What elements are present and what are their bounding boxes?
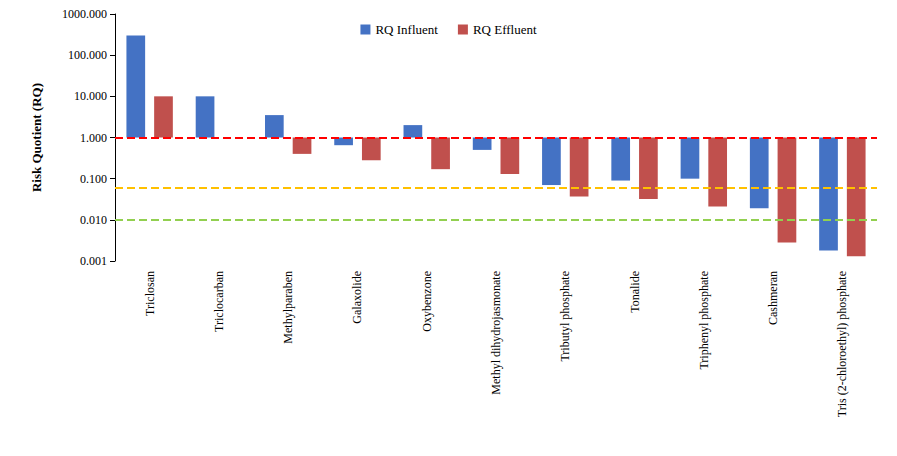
svg-text:Methylparaben: Methylparaben: [281, 271, 295, 344]
svg-text:Risk Quotient (RQ): Risk Quotient (RQ): [29, 83, 44, 192]
svg-text:0.100: 0.100: [80, 172, 107, 186]
svg-text:Triphenyl phosphate: Triphenyl phosphate: [697, 271, 711, 370]
svg-text:100.000: 100.000: [68, 48, 107, 62]
svg-text:RQ Effluent: RQ Effluent: [473, 22, 537, 37]
svg-text:Triclosan: Triclosan: [143, 271, 157, 316]
svg-text:0.010: 0.010: [80, 213, 107, 227]
svg-text:1000.000: 1000.000: [62, 7, 107, 21]
svg-text:Galaxolide: Galaxolide: [350, 271, 364, 324]
svg-text:Tris (2-chloroethyl) phosphate: Tris (2-chloroethyl) phosphate: [835, 271, 849, 417]
svg-text:Methyl dihydrojasmonate: Methyl dihydrojasmonate: [489, 271, 503, 395]
svg-text:Tonalide: Tonalide: [628, 271, 642, 313]
svg-text:Cashmeran: Cashmeran: [766, 271, 780, 325]
svg-text:Oxybenzone: Oxybenzone: [420, 271, 434, 332]
svg-text:Tributyl phosphate: Tributyl phosphate: [558, 271, 572, 362]
svg-text:Triclocarban: Triclocarban: [212, 271, 226, 332]
svg-text:10.000: 10.000: [74, 89, 107, 103]
svg-text:0.001: 0.001: [80, 254, 107, 268]
svg-text:RQ Influent: RQ Influent: [375, 22, 438, 37]
svg-text:1.000: 1.000: [80, 131, 107, 145]
